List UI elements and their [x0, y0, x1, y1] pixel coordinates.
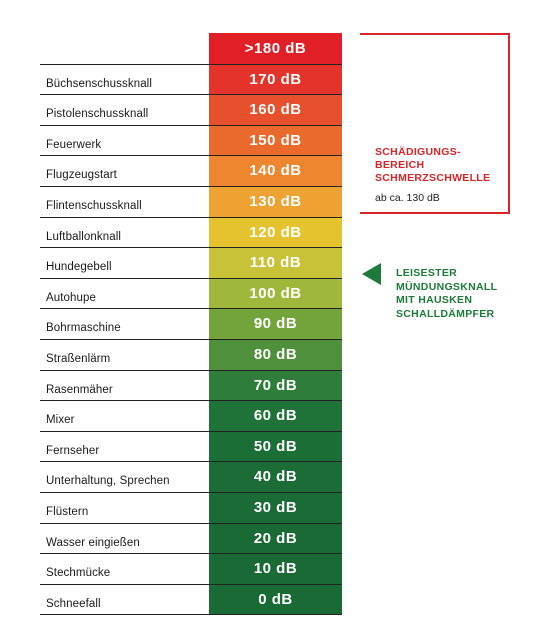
noise-source-label: Bohrmaschine — [46, 322, 121, 335]
noise-source-label: Unterhaltung, Sprechen — [46, 475, 170, 488]
silencer-arrow-icon — [362, 263, 381, 285]
noise-source-label: Hundegebell — [46, 261, 112, 274]
db-level-bar: 130 dB — [209, 186, 342, 218]
row-divider — [40, 614, 342, 615]
noise-source-label: Flintenschussknall — [46, 200, 142, 212]
silencer-annotation: LEISESTER MÜNDUNGSKNALL MIT HAUSKEN SCHA… — [396, 267, 498, 320]
row-divider — [40, 94, 342, 95]
row-divider — [40, 400, 342, 401]
db-level-bar: 40 dB — [209, 461, 342, 493]
row-divider — [40, 584, 342, 585]
noise-source-label: Stechmücke — [46, 567, 111, 580]
noise-source-label: Feuerwerk — [46, 138, 102, 151]
db-level-bar: 30 dB — [209, 492, 342, 524]
row-divider — [40, 339, 342, 340]
damage-zone-threshold: ab ca. 130 dB — [375, 192, 440, 204]
db-level-bar: >180 dB — [209, 33, 342, 65]
row-divider — [40, 553, 342, 554]
row-divider — [40, 431, 342, 432]
db-level-bar: 160 dB — [209, 94, 342, 126]
db-level-bar: 10 dB — [209, 553, 342, 585]
row-divider — [40, 492, 342, 493]
db-level-bar: 120 dB — [209, 216, 342, 248]
row-divider — [40, 125, 342, 126]
row-divider — [40, 186, 342, 187]
noise-source-label: Rasenmäher — [46, 383, 113, 396]
row-divider — [40, 64, 342, 65]
row-divider — [40, 247, 342, 248]
db-level-bar: 150 dB — [209, 124, 342, 156]
noise-source-label: Wasser eingießen — [46, 536, 140, 549]
db-level-bar: 100 dB — [209, 277, 342, 309]
noise-source-label: Straßenlärm — [46, 353, 111, 365]
noise-source-label: Flüstern — [46, 506, 89, 518]
row-divider — [40, 370, 342, 371]
db-level-bar: 60 dB — [209, 400, 342, 432]
noise-source-label: Autohupe — [46, 291, 97, 304]
row-divider — [40, 278, 342, 279]
damage-zone-bracket — [360, 33, 510, 214]
noise-source-label: Luftballonknall — [46, 230, 122, 243]
db-level-bar: 50 dB — [209, 430, 342, 462]
db-level-bar: 110 dB — [209, 247, 342, 279]
noise-source-label: Flugzeugstart — [46, 169, 117, 182]
db-level-bar: 70 dB — [209, 369, 342, 401]
row-divider — [40, 461, 342, 462]
noise-source-label: Büchsenschussknall — [46, 77, 152, 90]
db-level-bar: 170 dB — [209, 63, 342, 95]
noise-source-label: Fernseher — [46, 444, 100, 457]
db-level-bar: 90 dB — [209, 308, 342, 340]
damage-zone-title: SCHÄDIGUNGS- BEREICH SCHMERZSCHWELLE — [375, 146, 491, 184]
row-divider — [40, 217, 342, 218]
db-level-bar: 0 dB — [209, 583, 342, 615]
noise-source-label: Mixer — [46, 414, 75, 427]
row-divider — [40, 308, 342, 309]
db-level-bar: 80 dB — [209, 339, 342, 371]
noise-source-label: Schneefall — [46, 597, 101, 610]
noise-source-label: Pistolenschussknall — [46, 108, 149, 121]
row-divider — [40, 523, 342, 524]
row-divider — [40, 155, 342, 156]
db-level-bar: 140 dB — [209, 155, 342, 187]
db-level-bar: 20 dB — [209, 522, 342, 554]
